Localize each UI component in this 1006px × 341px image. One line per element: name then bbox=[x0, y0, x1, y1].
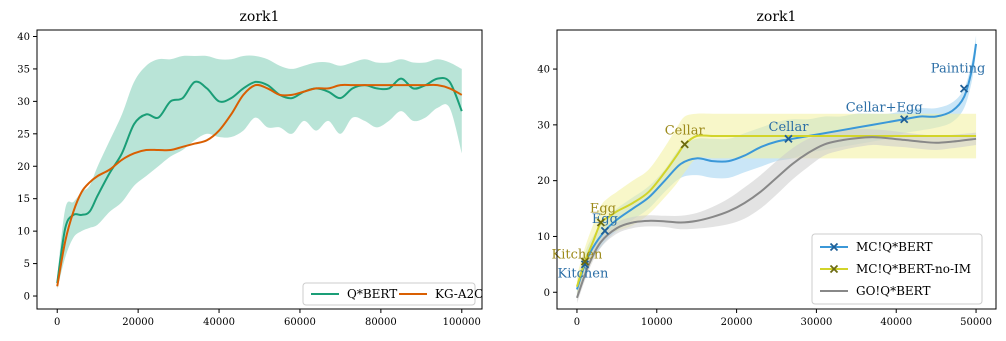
marker-mc-q-bert-2 bbox=[784, 134, 793, 143]
legend-frame bbox=[811, 233, 983, 305]
y-tick-label: 30 bbox=[537, 120, 550, 131]
legend-label: MC!Q*BERT bbox=[856, 240, 933, 254]
y-tick-label: 20 bbox=[537, 176, 550, 187]
x-tick-label: 100000 bbox=[443, 317, 481, 328]
series-line-go-q-bert bbox=[576, 136, 977, 299]
x-tick-label: 50000 bbox=[960, 317, 992, 328]
x-tick-label: 30000 bbox=[801, 317, 833, 328]
point-label: Cellar bbox=[769, 120, 810, 135]
y-tick-label: 20 bbox=[17, 162, 30, 173]
x-tick-label: 10000 bbox=[641, 317, 673, 328]
marker-stroke bbox=[680, 140, 689, 149]
y-tick-label: 10 bbox=[17, 227, 30, 238]
legend: MC!Q*BERT MC!Q*BERT-no-IM GO!Q*BERT bbox=[811, 233, 983, 305]
series-line-kg-a2c bbox=[56, 83, 463, 287]
marker-mc-q-bert-4 bbox=[959, 84, 969, 93]
legend-item-kg-a2c: KG-A2C bbox=[399, 287, 483, 301]
marker-mc-q-bert-no-im-0 bbox=[580, 257, 590, 266]
marker-mc-q-bert-no-im-2 bbox=[680, 140, 689, 149]
series-line-q-bert bbox=[56, 77, 463, 284]
marker-stroke bbox=[784, 134, 793, 143]
x-tick-label: 60000 bbox=[284, 317, 316, 328]
band-go-q-bert bbox=[576, 129, 977, 304]
marker-mc-q-bert-1 bbox=[600, 226, 610, 236]
marker-stroke bbox=[900, 115, 909, 124]
x-tick-label: 80000 bbox=[365, 317, 397, 328]
y-tick-label: 40 bbox=[537, 65, 550, 76]
legend-label: GO!Q*BERT bbox=[856, 284, 931, 298]
legend-label: MC!Q*BERT-no-IM bbox=[856, 262, 971, 276]
legend-label: KG-A2C bbox=[435, 287, 483, 301]
y-tick-label: 10 bbox=[537, 232, 550, 243]
marker-stroke bbox=[959, 84, 969, 93]
y-tick-label: 5 bbox=[24, 259, 30, 270]
legend-item-mc-q-bert: MC!Q*BERT bbox=[820, 240, 933, 254]
legend-item-mc-q-bert-no-im: MC!Q*BERT-no-IM bbox=[820, 262, 971, 276]
x-tick-label: 20000 bbox=[122, 317, 154, 328]
y-tick-label: 15 bbox=[17, 194, 30, 205]
band-q-bert bbox=[57, 55, 462, 290]
series-line-mc-q-bert bbox=[575, 43, 978, 290]
y-tick-label: 25 bbox=[17, 129, 30, 140]
plot-frame bbox=[36, 29, 483, 310]
band-mc-q-bert-no-im bbox=[576, 113, 977, 298]
point-label: Cellar+Egg bbox=[846, 100, 923, 115]
plot-area bbox=[56, 55, 463, 290]
legend-frame bbox=[302, 282, 476, 306]
x-tick-label: 20000 bbox=[721, 317, 753, 328]
marker-stroke bbox=[596, 218, 606, 227]
y-tick-label: 40 bbox=[17, 32, 30, 43]
chart-right: zork1 Kitchen Egg Cellar Cellar+Egg Painting K… bbox=[537, 9, 997, 328]
y-tick-label: 30 bbox=[17, 97, 30, 108]
legend-marker bbox=[829, 242, 839, 252]
x-tick-label: 40000 bbox=[203, 317, 235, 328]
marker-mc-q-bert-0 bbox=[580, 260, 590, 269]
legend-marker bbox=[829, 264, 839, 274]
point-label: Egg bbox=[592, 212, 618, 227]
chart-title: zork1 bbox=[757, 9, 797, 25]
point-label: Kitchen bbox=[552, 248, 603, 263]
x-tick-label: 40000 bbox=[880, 317, 912, 328]
legend-item-go-q-bert: GO!Q*BERT bbox=[820, 284, 931, 298]
point-label: Egg bbox=[590, 202, 616, 217]
point-label: Cellar bbox=[665, 123, 706, 138]
marker-mc-q-bert-3 bbox=[900, 115, 909, 124]
marker-stroke bbox=[580, 257, 590, 266]
x-tick-label: 0 bbox=[574, 317, 580, 328]
legend: Q*BERT KG-A2C bbox=[302, 282, 483, 306]
marker-stroke bbox=[600, 226, 610, 236]
legend-label: Q*BERT bbox=[347, 287, 397, 301]
y-tick-label: 35 bbox=[17, 64, 30, 75]
point-label: Painting bbox=[931, 62, 986, 77]
marker-mc-q-bert-no-im-1 bbox=[596, 218, 606, 227]
chart-title: zork1 bbox=[240, 9, 280, 25]
marker-stroke bbox=[580, 260, 590, 269]
y-tick-label: 0 bbox=[544, 288, 550, 299]
plot-frame bbox=[556, 29, 997, 310]
legend-item-q-bert: Q*BERT bbox=[311, 287, 397, 301]
chart-left: zork1 0 20000 40000 60000 80000 100000 0 5 10 15 20… bbox=[17, 9, 483, 328]
x-tick-label: 0 bbox=[54, 317, 60, 328]
plot-area bbox=[575, 35, 978, 304]
point-label: Kitchen bbox=[558, 266, 609, 281]
y-tick-label: 0 bbox=[24, 292, 30, 303]
